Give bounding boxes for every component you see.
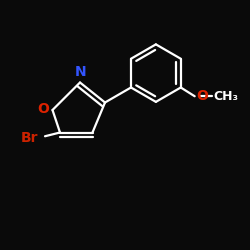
Text: N: N xyxy=(75,66,86,80)
Text: O: O xyxy=(196,89,208,103)
Text: O: O xyxy=(38,102,50,116)
Text: CH₃: CH₃ xyxy=(214,90,238,103)
Text: Br: Br xyxy=(21,130,39,144)
